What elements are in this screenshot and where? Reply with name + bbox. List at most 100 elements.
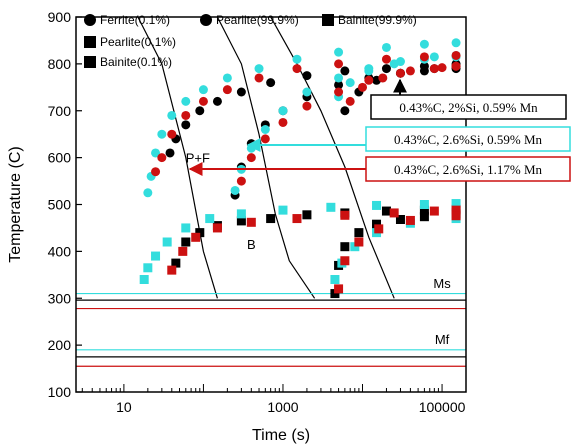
point-s2-pearlite_finish-1 <box>358 82 368 92</box>
point-s2-bainite_start-2 <box>191 232 201 242</box>
point-s0-ferrite_start-8 <box>340 66 350 76</box>
point-s2-ferrite_start-6 <box>254 73 264 83</box>
point-s2-bainite_start-3 <box>212 223 222 233</box>
annotation-text-0: 0.43%C, 2%Si, 0.59% Mn <box>399 100 538 115</box>
point-s2-pearlite_start-7 <box>395 68 405 78</box>
y-tick-label-300: 300 <box>48 290 72 306</box>
point-s2-ferrite_start-10 <box>419 52 429 62</box>
ms-mf-lines <box>76 292 466 367</box>
annotation-box-2 <box>365 156 571 182</box>
legend-label-4: Bainite(0.1%) <box>100 55 172 69</box>
point-s0-bainite_start-6 <box>302 210 312 220</box>
point-s2-bainite_finish-1 <box>340 256 350 266</box>
point-s2-pearlite_finish-2 <box>378 73 388 83</box>
legend-marker-3 <box>84 36 96 48</box>
point-s2-bainite_finish-2 <box>354 237 364 247</box>
point-s2-bainite_finish-5 <box>451 211 461 221</box>
point-s0-bainite_finish-2 <box>340 242 350 252</box>
legend-label-1: Pearlite(99.9%) <box>216 13 299 27</box>
point-s1-ferrite_start-3 <box>157 129 167 139</box>
point-s1-pearlite_start-3 <box>260 125 270 134</box>
point-s1-bainite_start-9 <box>372 200 382 210</box>
point-s2-ferrite_start-1 <box>157 153 167 163</box>
point-s2-ferrite_start-3 <box>181 110 191 120</box>
y-tick-label-100: 100 <box>48 384 72 400</box>
point-s2-bainite_start-9 <box>451 205 461 215</box>
point-s0-bainite_start-8 <box>381 206 391 216</box>
point-s1-bainite_start-1 <box>143 263 153 273</box>
point-s1-bainite_start-7 <box>278 205 288 215</box>
y-tick-label-600: 600 <box>48 150 72 166</box>
labels: P+F B Ms Mf <box>186 150 452 347</box>
point-s1-pearlite_start-4 <box>278 106 288 116</box>
y-tick-label-500: 500 <box>48 197 72 213</box>
annotation-text-1: 0.43%C, 2.6%Si, 0.59% Mn <box>394 132 543 147</box>
point-s2-pearlite_start-2 <box>260 134 270 144</box>
region-label-2: Ms <box>433 276 451 291</box>
point-s1-ferrite_start-0 <box>143 188 153 198</box>
axes: 100 200 300 400 500 600 700 800 900 10 1000 100000 T… <box>7 9 467 444</box>
point-s1-pearlite_finish-1 <box>345 78 355 88</box>
point-s2-pearlite_start-5 <box>334 87 344 97</box>
point-s2-pearlite_finish-3 <box>405 66 415 76</box>
point-s0-bainite_start-4 <box>236 216 246 226</box>
point-s1-bainite_start-4 <box>181 223 191 233</box>
legend-label-2: Bainite(99.9%) <box>338 13 417 27</box>
point-s2-bainite_start-5 <box>292 214 302 224</box>
region-label-1: B <box>247 237 256 252</box>
x-tick-label-100000: 100000 <box>419 399 466 415</box>
point-s1-ferrite_start-5 <box>181 96 191 106</box>
point-s2-ferrite_start-11 <box>451 50 461 60</box>
point-s2-ferrite_start-4 <box>198 96 208 106</box>
point-s2-ferrite_start-9 <box>381 54 391 64</box>
point-s1-pearlite_start-9 <box>429 52 439 62</box>
point-s1-ferrite_start-7 <box>222 73 232 83</box>
point-s0-pearlite_start-6 <box>334 80 344 90</box>
point-s0-bainite_start-1 <box>181 237 191 247</box>
point-s2-bainite_finish-3 <box>374 224 384 234</box>
point-s1-ferrite_start-2 <box>151 148 161 158</box>
point-s0-bainite_start-0 <box>171 258 181 268</box>
x-tick-label-10: 10 <box>116 399 132 415</box>
point-s2-pearlite_start-1 <box>246 153 256 163</box>
region-label-3: Mf <box>435 332 450 347</box>
point-s0-bainite_finish-6 <box>419 212 429 222</box>
point-s1-ferrite_start-4 <box>167 110 177 120</box>
x-axis-label: Time (s) <box>252 427 310 444</box>
point-s2-bainite_start-1 <box>178 246 188 256</box>
point-s2-pearlite_finish-4 <box>437 63 447 73</box>
point-s1-ferrite_start-12 <box>419 39 429 49</box>
legend: Ferrite(0.1%) Pearlite(99.9%) Bainite(99.9… <box>84 13 417 69</box>
x-tick-label-1000: 1000 <box>267 399 298 415</box>
point-s1-ferrite_start-13 <box>451 38 461 48</box>
point-s2-ferrite_start-8 <box>334 59 344 69</box>
annotation-box-0 <box>370 94 567 120</box>
point-s1-bainite_start-8 <box>326 202 336 212</box>
point-s0-ferrite_start-0 <box>165 148 175 158</box>
point-s0-bainite_start-5 <box>266 214 276 224</box>
point-s0-bainite_finish-0 <box>330 289 340 299</box>
legend-marker-2 <box>322 14 334 26</box>
point-s1-bainite_start-11 <box>451 199 461 209</box>
point-s1-bainite_start-6 <box>236 209 246 219</box>
y-tick-label-400: 400 <box>48 243 72 259</box>
legend-label-0: Ferrite(0.1%) <box>100 13 170 27</box>
y-tick-label-200: 200 <box>48 337 72 353</box>
point-s1-bainite_start-0 <box>139 275 149 284</box>
y-axis-label: Temperature (C) <box>7 146 24 262</box>
point-s1-pearlite_start-0 <box>230 185 240 195</box>
y-tick-label-800: 800 <box>48 56 72 72</box>
point-s0-ferrite_start-6 <box>266 78 276 88</box>
cooling-curves <box>137 17 395 299</box>
point-s0-ferrite_start-5 <box>236 87 246 97</box>
data-points <box>139 38 461 299</box>
legend-marker-0 <box>84 14 96 26</box>
point-s1-bainite_finish-2 <box>350 242 360 252</box>
point-s1-pearlite_start-5 <box>302 87 312 97</box>
point-s2-pearlite_start-4 <box>302 101 312 111</box>
region-label-0: P+F <box>186 150 210 165</box>
point-s0-bainite_finish-4 <box>372 219 382 229</box>
annotation-box-1 <box>365 126 571 152</box>
point-s0-pearlite_finish-4 <box>419 66 429 76</box>
